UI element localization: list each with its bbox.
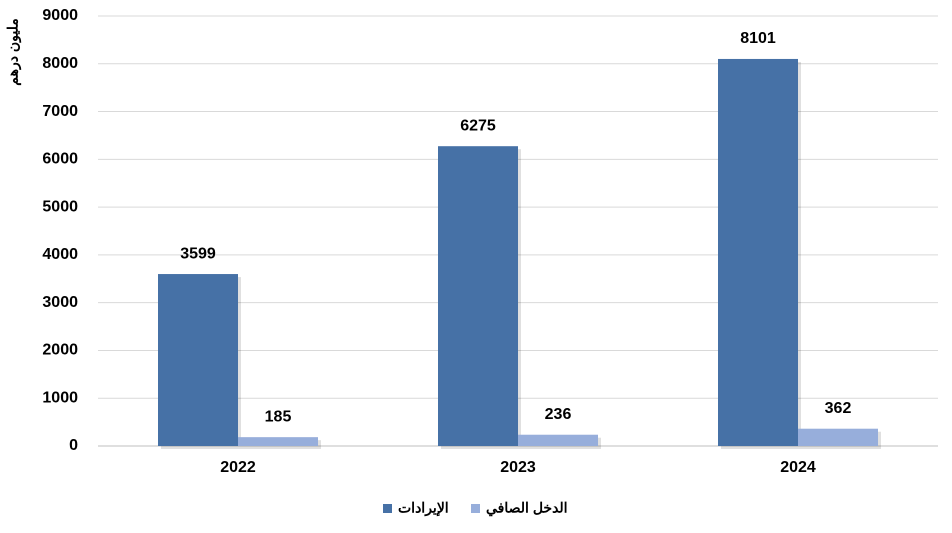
value-label: 8101 [740, 30, 776, 47]
y-tick-label: 3000 [42, 294, 78, 311]
legend-swatch [383, 504, 392, 513]
legend-label: الدخل الصافي [486, 500, 568, 517]
y-axis-title: مليون درهم [5, 18, 22, 85]
bar [158, 274, 238, 446]
bar [798, 428, 878, 446]
y-tick-label: 0 [69, 437, 78, 454]
legend-label: الإيرادات [398, 500, 449, 518]
y-tick-label: 5000 [42, 198, 78, 215]
value-label: 3599 [180, 245, 216, 262]
value-label: 185 [265, 408, 292, 425]
value-label: 362 [825, 400, 852, 417]
y-tick-label: 7000 [42, 103, 78, 120]
legend-swatch [471, 504, 480, 513]
y-tick-label: 1000 [42, 389, 78, 406]
x-tick-label: 2022 [220, 459, 256, 476]
bar [718, 58, 798, 447]
value-label: 6275 [460, 117, 496, 134]
value-label: 236 [545, 406, 572, 423]
y-tick-label: 9000 [42, 7, 78, 24]
bar [518, 434, 598, 446]
bar [238, 437, 318, 446]
x-tick-label: 2024 [780, 459, 816, 476]
y-tick-label: 4000 [42, 246, 78, 263]
y-tick-label: 2000 [42, 342, 78, 359]
bar [438, 146, 518, 446]
y-tick-label: 6000 [42, 151, 78, 168]
x-tick-label: 2023 [500, 459, 536, 476]
y-tick-label: 8000 [42, 55, 78, 72]
